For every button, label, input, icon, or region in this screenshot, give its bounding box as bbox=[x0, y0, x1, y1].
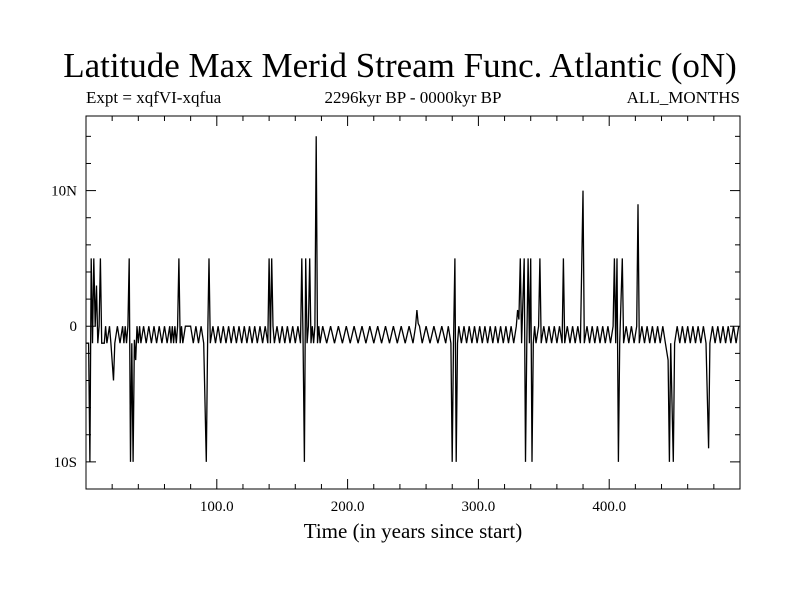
x-axis-label: Time (in years since start) bbox=[303, 519, 523, 543]
chart-title: Latitude Max Merid Stream Func. Atlantic… bbox=[63, 46, 737, 85]
months-label: ALL_MONTHS bbox=[626, 88, 740, 107]
x-tick-label: 200.0 bbox=[331, 499, 365, 515]
series-line bbox=[86, 136, 740, 462]
x-axis: 100.0 200.0 300.0 400.0 bbox=[85, 116, 741, 515]
x-tick-label: 300.0 bbox=[462, 499, 496, 515]
x-tick-label: 400.0 bbox=[592, 499, 626, 515]
period-label: 2296kyr BP - 0000kyr BP bbox=[324, 88, 502, 107]
x-tick-label: 100.0 bbox=[200, 499, 234, 515]
y-tick-label: 10N bbox=[51, 184, 77, 200]
plot-frame bbox=[85, 115, 741, 490]
experiment-label: Expt = xqfVI-xqfua bbox=[86, 88, 222, 107]
y-tick-label: 0 bbox=[70, 319, 78, 335]
y-axis: 10N 0 10S bbox=[51, 135, 740, 490]
y-tick-label: 10S bbox=[54, 455, 77, 471]
